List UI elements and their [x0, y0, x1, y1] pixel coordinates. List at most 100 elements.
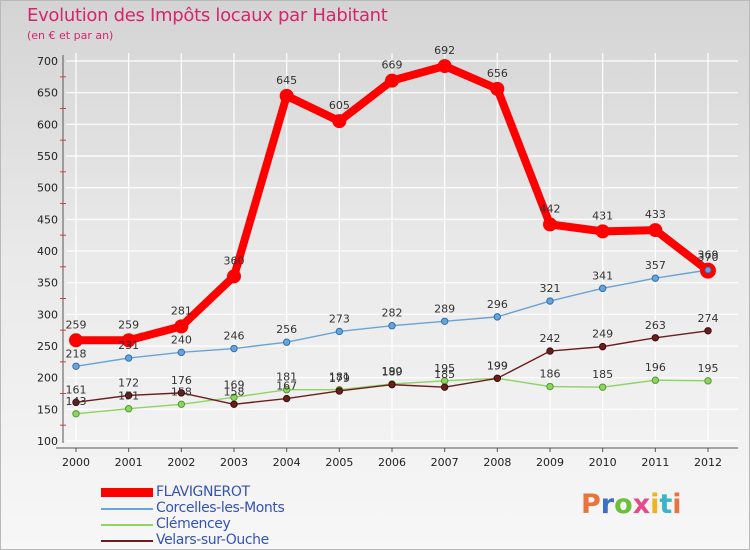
data-point [124, 354, 133, 362]
data-label: 369 [698, 249, 719, 262]
data-point [595, 224, 610, 239]
legend-label: Corcelles-les-Monts [156, 500, 285, 516]
data-point [648, 223, 663, 238]
x-tick-label: 2012 [694, 456, 722, 469]
data-label: 185 [434, 368, 455, 381]
data-label: 263 [645, 319, 666, 332]
x-tick-label: 2005 [325, 456, 353, 469]
data-point-ring [700, 262, 716, 279]
y-tick-label: 250 [37, 340, 58, 353]
y-tick-label: 450 [37, 213, 58, 226]
data-label: 199 [487, 359, 508, 372]
data-label: 274 [698, 312, 719, 325]
data-label: 231 [118, 339, 139, 352]
data-label: 296 [487, 298, 508, 311]
brand-letter: o [614, 489, 633, 520]
data-point [335, 387, 344, 395]
data-label: 433 [645, 208, 666, 221]
data-point [335, 327, 344, 336]
data-label: 656 [487, 67, 508, 80]
data-point [598, 342, 607, 351]
data-label: 179 [329, 372, 350, 385]
data-point [546, 297, 554, 305]
data-point [282, 386, 291, 394]
data-label: 273 [329, 312, 350, 325]
data-point [332, 114, 347, 129]
x-tick-label: 2010 [589, 456, 617, 469]
data-point [124, 405, 133, 413]
data-label: 256 [276, 323, 297, 336]
y-tick-label: 300 [37, 308, 58, 321]
data-point [230, 393, 238, 401]
data-point [121, 333, 136, 348]
data-point [177, 389, 186, 397]
data-label: 669 [382, 59, 403, 72]
series-layer [69, 59, 716, 418]
x-tick-label: 2009 [536, 456, 564, 469]
data-label: 172 [118, 376, 139, 389]
y-tick-label: 100 [37, 435, 58, 448]
x-tick-label: 2002 [167, 456, 195, 469]
x-tick-label: 2000 [62, 456, 90, 469]
y-tick-label: 150 [37, 403, 58, 416]
data-label: 143 [66, 395, 87, 408]
y-tick-label: 700 [37, 55, 58, 68]
data-label: 645 [276, 74, 297, 87]
legend-swatch [101, 488, 153, 497]
data-label: 341 [592, 269, 613, 282]
brand-letter: P [581, 489, 601, 520]
data-label: 249 [592, 328, 613, 341]
data-label: 185 [592, 368, 613, 381]
axis-layer: 100 150 200 250 300 350 400 450 500 550 600 650 700 2… [37, 55, 738, 469]
data-point [72, 398, 80, 407]
data-label: 289 [434, 302, 455, 315]
data-point [704, 266, 712, 274]
data-label: 186 [540, 368, 561, 381]
x-tick-label: 2011 [641, 456, 669, 469]
data-label: 161 [66, 383, 87, 396]
data-label: 282 [382, 307, 403, 320]
y-tick-label: 400 [37, 245, 58, 258]
data-label: 321 [540, 282, 561, 295]
y-tick-label: 500 [37, 182, 58, 195]
data-point [704, 377, 712, 385]
data-label: 370 [698, 251, 719, 264]
x-tick-label: 2008 [483, 456, 511, 469]
data-point [546, 382, 554, 391]
data-point [598, 383, 607, 391]
legend-label: FLAVIGNEROT [156, 484, 250, 500]
data-label: 605 [329, 99, 350, 112]
data-point [227, 269, 241, 284]
legend-swatch [101, 524, 153, 526]
brand-letter: t [659, 489, 673, 520]
data-label: 242 [540, 332, 561, 345]
data-point [230, 344, 238, 353]
data-point [651, 334, 660, 342]
data-point [174, 319, 189, 334]
brand-letter: x [632, 489, 651, 520]
data-label: 218 [66, 347, 87, 360]
data-label: 692 [434, 44, 455, 57]
data-point [651, 376, 660, 384]
data-label: 281 [171, 304, 192, 317]
data-label: 431 [592, 209, 613, 222]
legend-label: Clémencey [156, 516, 231, 532]
data-label: 158 [171, 385, 192, 398]
data-label: 189 [382, 366, 403, 379]
data-point [385, 73, 399, 88]
data-point [282, 338, 291, 346]
chart-subtitle: (en € et par an) [27, 29, 114, 42]
data-label: 196 [645, 361, 666, 374]
data-label: 169 [224, 378, 245, 391]
data-point [543, 217, 557, 232]
y-tick-label: 600 [37, 118, 58, 131]
grid-layer [66, 53, 738, 442]
data-point [598, 284, 607, 293]
legend-swatch [101, 508, 153, 510]
data-label: 158 [224, 385, 245, 398]
data-point [388, 322, 396, 330]
data-label: 176 [171, 374, 192, 387]
data-point [124, 391, 133, 400]
data-label: 195 [698, 362, 719, 375]
